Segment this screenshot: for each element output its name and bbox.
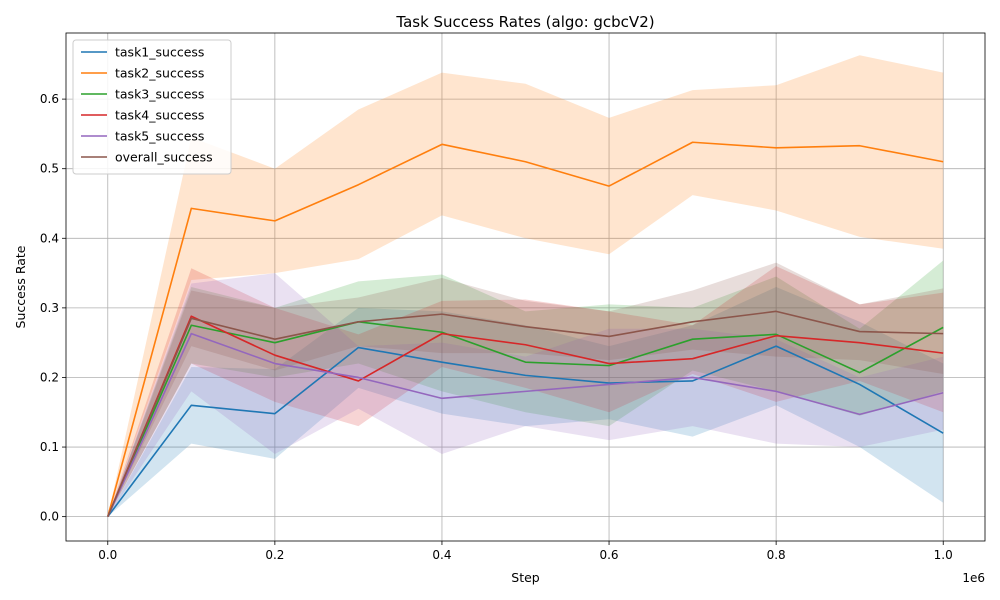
- line-task5_success: [107, 332, 944, 517]
- line-overall_success: [107, 310, 944, 517]
- band-task2_success: [107, 55, 944, 517]
- x-tick-label: 0.0: [98, 548, 117, 562]
- legend-label-overall_success: overall_success: [115, 150, 213, 165]
- band-task3_success: [107, 260, 944, 517]
- y-tick-label: 0.0: [40, 510, 59, 524]
- x-tick-label: 0.2: [265, 548, 284, 562]
- plot-frame: [65, 32, 986, 542]
- x-tick-label: 0.6: [599, 548, 618, 562]
- legend-label-task3_success: task3_success: [115, 87, 204, 102]
- legend-label-task4_success: task4_success: [115, 108, 204, 123]
- x-tick-label: 0.4: [432, 548, 451, 562]
- line-task3_success: [107, 320, 944, 517]
- series-lines: [107, 141, 944, 518]
- band-task5_success: [107, 273, 944, 517]
- y-axis-label: Success Rate: [13, 245, 28, 328]
- band-task4_success: [107, 266, 944, 517]
- y-tick-label: 0.3: [40, 301, 59, 315]
- y-tick-label: 0.2: [40, 370, 59, 384]
- grid-lines: [66, 33, 985, 541]
- y-tick-label: 0.5: [40, 162, 59, 176]
- legend-box: [72, 39, 232, 175]
- confidence-bands: [107, 55, 944, 517]
- legend-label-task5_success: task5_success: [115, 129, 204, 144]
- legend-label-task1_success: task1_success: [115, 45, 204, 60]
- x-axis-ticks: 0.0 0.2 0.4 0.6 0.8 1.0: [98, 541, 953, 562]
- x-axis-label: Step: [511, 570, 540, 585]
- x-tick-label: 0.8: [767, 548, 786, 562]
- band-task1_success: [107, 287, 944, 517]
- line-task4_success: [107, 315, 944, 517]
- line-task1_success: [107, 345, 944, 518]
- legend-label-task2_success: task2_success: [115, 66, 204, 81]
- chart-title: Task Success Rates (algo: gcbcV2): [395, 13, 654, 31]
- legend: task1_success task2_success task3_successt…: [72, 39, 232, 175]
- x-axis-offset-label: 1e6: [962, 571, 985, 585]
- y-tick-label: 0.1: [40, 440, 59, 454]
- line-task2_success: [107, 141, 944, 517]
- x-tick-label: 1.0: [934, 548, 953, 562]
- band-overall_success: [107, 262, 944, 517]
- y-tick-label: 0.6: [40, 92, 59, 106]
- y-axis-ticks: 0.0 0.1 0.2 0.3 0.4 0.5 0.6: [40, 92, 66, 524]
- y-tick-label: 0.4: [40, 231, 59, 245]
